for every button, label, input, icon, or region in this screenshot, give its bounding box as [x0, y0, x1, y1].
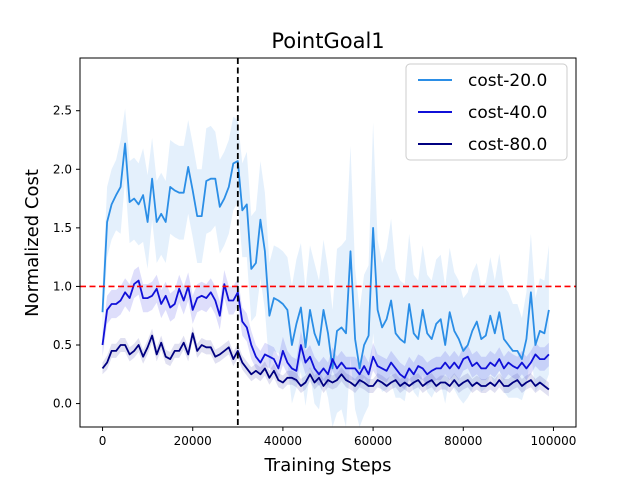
- x-tick-label: 100000: [531, 434, 577, 448]
- legend: cost-20.0 cost-40.0 cost-80.0: [405, 63, 568, 161]
- chart-title: PointGoal1: [271, 29, 384, 53]
- line-cost-40.0: [101, 279, 550, 379]
- x-tick-label: 20000: [174, 434, 212, 448]
- y-tick-label: 0.0: [53, 397, 72, 411]
- x-tick-label: 80000: [444, 434, 482, 448]
- series-lines: [101, 142, 550, 391]
- band-cost-20.0: [102, 108, 549, 427]
- y-tick-label: 2.0: [53, 162, 72, 176]
- reference-lines: [80, 58, 576, 427]
- legend-frame: [405, 63, 568, 161]
- y-tick-label: 2.5: [53, 104, 72, 118]
- x-tick-label: 60000: [354, 434, 392, 448]
- legend-label-cost-40.0: cost-40.0: [468, 103, 547, 123]
- band-cost-80.0: [102, 326, 549, 397]
- line-cost-80.0: [101, 332, 550, 391]
- y-axis-ticks: 0.0 0.5 1.0 1.5 2.0 2.5: [53, 104, 80, 411]
- x-tick-label: 40000: [264, 434, 302, 448]
- y-tick-label: 1.5: [53, 221, 72, 235]
- legend-label-cost-20.0: cost-20.0: [468, 71, 547, 91]
- y-axis-title: Normalized Cost: [22, 169, 43, 317]
- y-tick-label: 1.0: [53, 279, 72, 293]
- line-cost-20.0: [101, 142, 550, 370]
- y-tick-label: 0.5: [53, 338, 72, 352]
- plot-frame: [79, 57, 577, 428]
- x-axis-title: Training Steps: [263, 455, 391, 476]
- legend-label-cost-80.0: cost-80.0: [468, 135, 547, 155]
- x-axis-ticks: 0 20000 40000 60000 80000 100000: [99, 427, 577, 448]
- x-tick-label: 0: [99, 434, 107, 448]
